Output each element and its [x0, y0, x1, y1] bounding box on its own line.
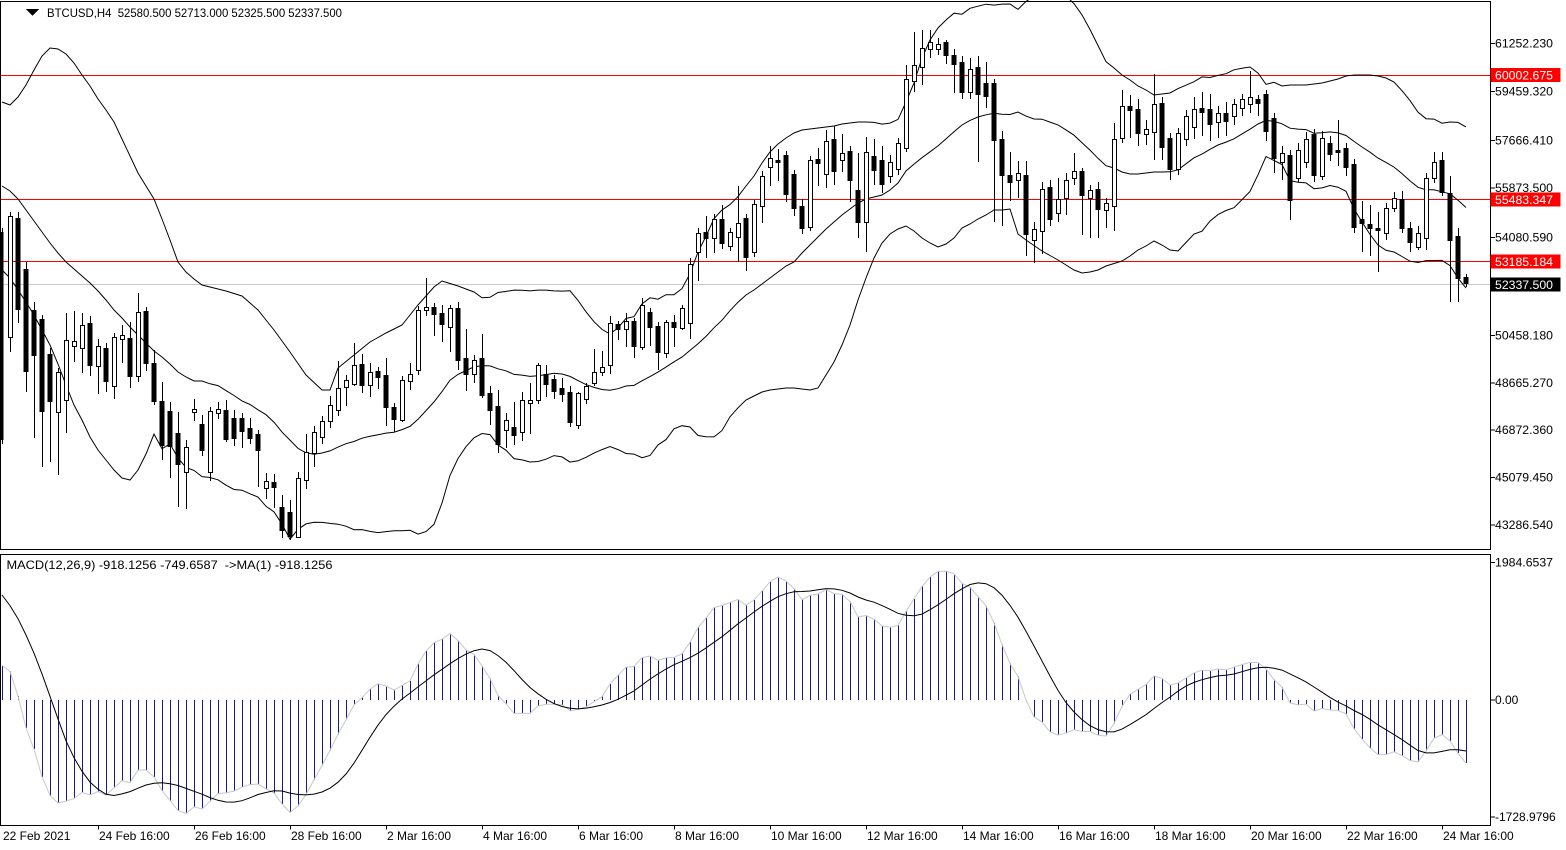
svg-text:BTCUSD,H4 52580.500 52713.000: BTCUSD,H4 52580.500 52713.000 52325.500 …	[47, 6, 342, 20]
svg-text:53185.184: 53185.184	[1495, 255, 1553, 269]
svg-text:59459.320: 59459.320	[1495, 85, 1553, 99]
svg-text:MACD(12,26,9) -918.1256 -749.6: MACD(12,26,9) -918.1256 -749.6587 ->MA(1…	[7, 558, 333, 572]
svg-text:61252.230: 61252.230	[1495, 37, 1553, 51]
svg-text:10 Mar 16:00: 10 Mar 16:00	[771, 829, 842, 843]
svg-text:55873.500: 55873.500	[1495, 181, 1553, 195]
svg-text:8 Mar 16:00: 8 Mar 16:00	[675, 829, 739, 843]
svg-text:28 Feb 16:00: 28 Feb 16:00	[291, 829, 362, 843]
svg-text:1984.6537: 1984.6537	[1495, 556, 1553, 570]
svg-text:22 Mar 16:00: 22 Mar 16:00	[1347, 829, 1418, 843]
svg-text:-1728.9796: -1728.9796	[1495, 810, 1556, 824]
svg-text:54080.590: 54080.590	[1495, 231, 1553, 245]
svg-text:18 Mar 16:00: 18 Mar 16:00	[1155, 829, 1226, 843]
svg-text:24 Feb 16:00: 24 Feb 16:00	[99, 829, 170, 843]
svg-text:16 Mar 16:00: 16 Mar 16:00	[1059, 829, 1130, 843]
svg-text:57666.410: 57666.410	[1495, 134, 1553, 148]
svg-text:48665.270: 48665.270	[1495, 376, 1553, 390]
svg-text:20 Mar 16:00: 20 Mar 16:00	[1251, 829, 1322, 843]
svg-text:24 Mar 16:00: 24 Mar 16:00	[1443, 829, 1514, 843]
svg-text:4 Mar 16:00: 4 Mar 16:00	[483, 829, 547, 843]
svg-text:55483.347: 55483.347	[1495, 193, 1553, 207]
svg-text:2 Mar 16:00: 2 Mar 16:00	[387, 829, 451, 843]
svg-text:14 Mar 16:00: 14 Mar 16:00	[963, 829, 1034, 843]
svg-text:22 Feb 2021: 22 Feb 2021	[3, 829, 71, 843]
svg-text:6 Mar 16:00: 6 Mar 16:00	[579, 829, 643, 843]
svg-text:43286.540: 43286.540	[1495, 518, 1553, 532]
svg-text:12 Mar 16:00: 12 Mar 16:00	[867, 829, 938, 843]
svg-text:0.00: 0.00	[1495, 693, 1519, 707]
svg-text:60002.675: 60002.675	[1495, 69, 1553, 83]
svg-text:52337.500: 52337.500	[1495, 278, 1553, 292]
svg-text:26 Feb 16:00: 26 Feb 16:00	[195, 829, 266, 843]
svg-text:50458.180: 50458.180	[1495, 329, 1553, 343]
svg-text:45079.450: 45079.450	[1495, 471, 1553, 485]
svg-text:46872.360: 46872.360	[1495, 423, 1553, 437]
